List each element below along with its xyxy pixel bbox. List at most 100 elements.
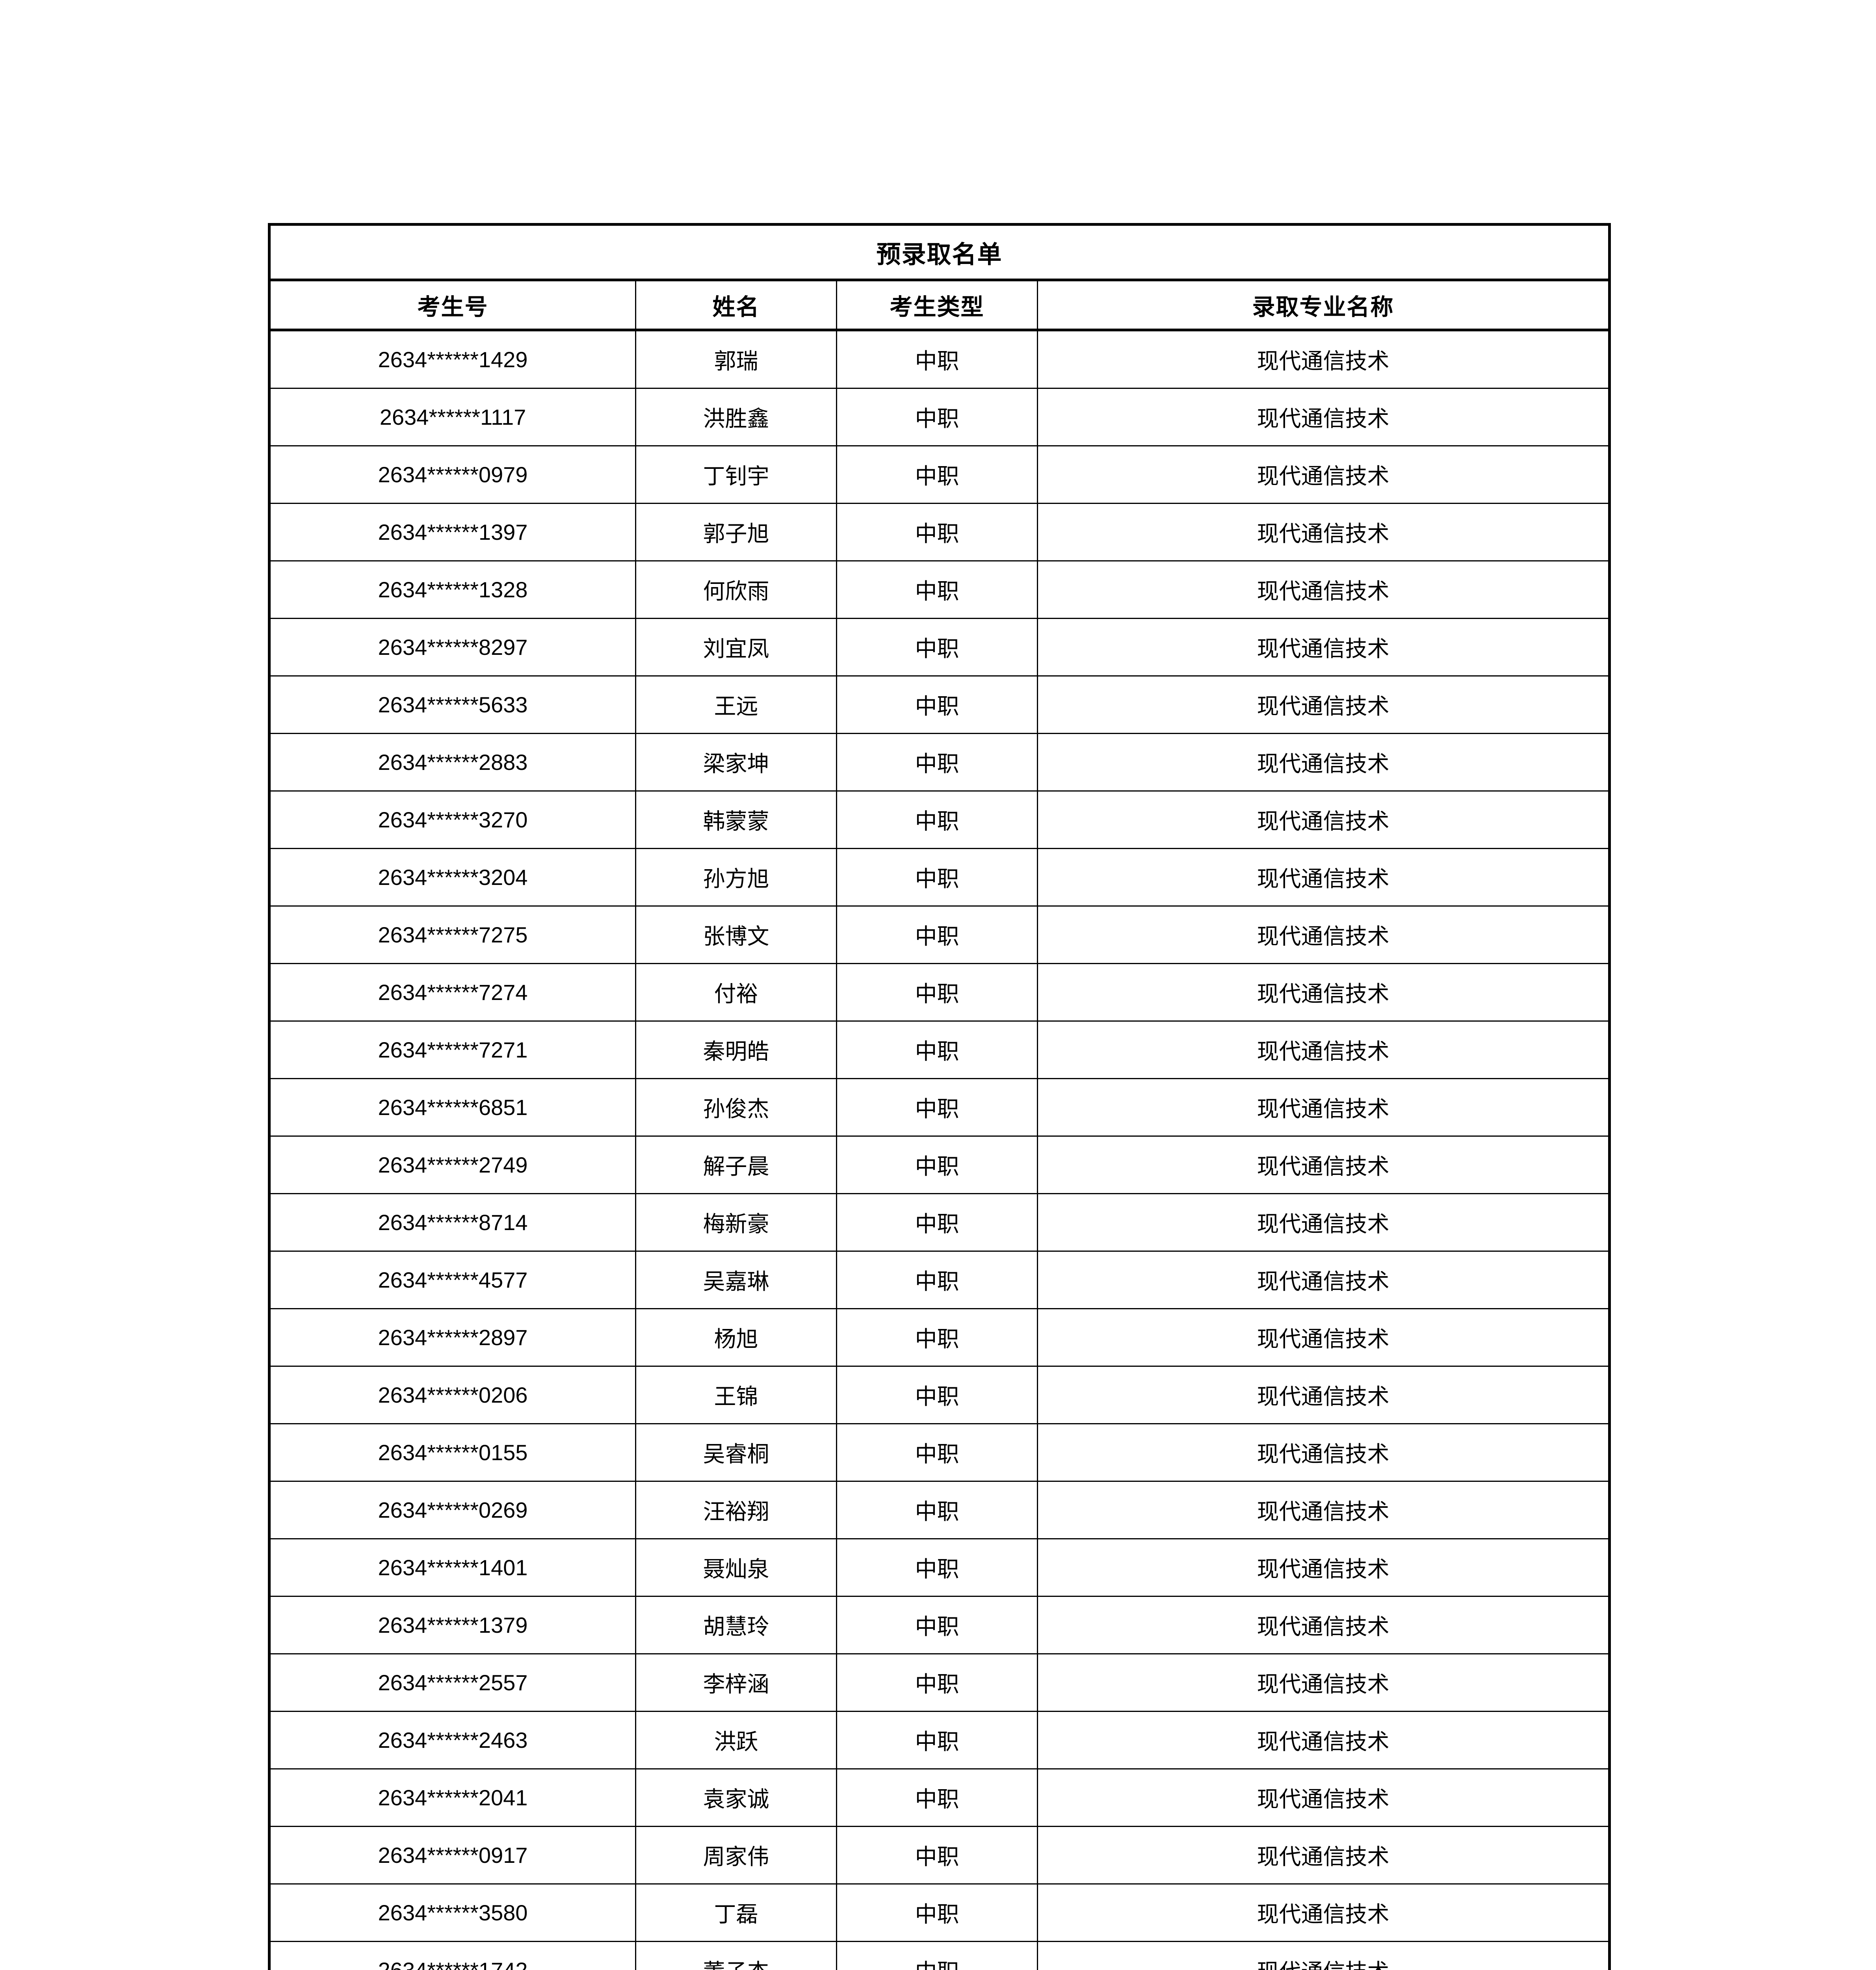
cell-major: 现代通信技术 (1036, 1653, 1610, 1712)
cell-name: 何欣雨 (635, 560, 837, 619)
cell-exam-number: 2634******3580 (269, 1883, 636, 1942)
cell-candidate-type: 中职 (836, 905, 1038, 964)
cell-major: 现代通信技术 (1036, 445, 1610, 504)
cell-major: 现代通信技术 (1036, 1711, 1610, 1769)
cell-name: 韩蒙蒙 (635, 790, 837, 849)
cell-name: 王远 (635, 675, 837, 734)
cell-candidate-type: 中职 (836, 733, 1038, 791)
table-row: 2634******2897 杨旭 中职 现代通信技术 (269, 1308, 1610, 1366)
table-row: 2634******0269 汪裕翔 中职 现代通信技术 (269, 1481, 1610, 1539)
cell-major: 现代通信技术 (1036, 1020, 1610, 1079)
table-title-row: 预录取名单 (269, 223, 1610, 281)
table-row: 2634******2883 梁家坤 中职 现代通信技术 (269, 733, 1610, 791)
table-row: 2634******2749 解子晨 中职 现代通信技术 (269, 1136, 1610, 1194)
cell-candidate-type: 中职 (836, 1711, 1038, 1769)
table-row: 2634******2557 李梓涵 中职 现代通信技术 (269, 1653, 1610, 1712)
cell-name: 胡慧玲 (635, 1596, 837, 1654)
cell-exam-number: 2634******8297 (269, 618, 636, 676)
cell-major: 现代通信技术 (1036, 905, 1610, 964)
column-header-candidate-type: 考生类型 (836, 280, 1038, 331)
cell-exam-number: 2634******8714 (269, 1193, 636, 1251)
cell-exam-number: 2634******1401 (269, 1538, 636, 1596)
cell-exam-number: 2634******7274 (269, 963, 636, 1021)
cell-name: 王锦 (635, 1366, 837, 1424)
cell-candidate-type: 中职 (836, 1251, 1038, 1309)
cell-exam-number: 2634******1429 (269, 329, 636, 388)
cell-candidate-type: 中职 (836, 1366, 1038, 1424)
table-row: 2634******7275 张博文 中职 现代通信技术 (269, 905, 1610, 964)
cell-name: 洪胜鑫 (635, 388, 837, 446)
cell-major: 现代通信技术 (1036, 1308, 1610, 1366)
cell-major: 现代通信技术 (1036, 733, 1610, 791)
table-row: 2634******4577 吴嘉琳 中职 现代通信技术 (269, 1251, 1610, 1309)
cell-candidate-type: 中职 (836, 1826, 1038, 1884)
cell-name: 刘宜凤 (635, 618, 837, 676)
cell-major: 现代通信技术 (1036, 1078, 1610, 1136)
cell-candidate-type: 中职 (836, 790, 1038, 849)
cell-name: 吴嘉琳 (635, 1251, 837, 1309)
table-row: 2634******1397 郭子旭 中职 现代通信技术 (269, 503, 1610, 561)
cell-name: 梅新豪 (635, 1193, 837, 1251)
cell-major: 现代通信技术 (1036, 618, 1610, 676)
cell-major: 现代通信技术 (1036, 963, 1610, 1021)
cell-exam-number: 2634******1397 (269, 503, 636, 561)
cell-candidate-type: 中职 (836, 388, 1038, 446)
cell-major: 现代通信技术 (1036, 1768, 1610, 1827)
cell-exam-number: 2634******1117 (269, 388, 636, 446)
table-row: 2634******8297 刘宜凤 中职 现代通信技术 (269, 618, 1610, 676)
cell-candidate-type: 中职 (836, 1308, 1038, 1366)
cell-name: 李梓涵 (635, 1653, 837, 1712)
cell-major: 现代通信技术 (1036, 388, 1610, 446)
cell-exam-number: 2634******1742 (269, 1941, 636, 1970)
cell-exam-number: 2634******1328 (269, 560, 636, 619)
table-row: 2634******0155 吴睿桐 中职 现代通信技术 (269, 1423, 1610, 1481)
roster-table-container: 预录取名单 考生号 姓名 考生类型 录取专业名称 2634******1429 郭… (268, 223, 1611, 1970)
cell-major: 现代通信技术 (1036, 848, 1610, 906)
table-row: 2634******1379 胡慧玲 中职 现代通信技术 (269, 1596, 1610, 1654)
cell-exam-number: 2634******2557 (269, 1653, 636, 1712)
cell-exam-number: 2634******2883 (269, 733, 636, 791)
cell-major: 现代通信技术 (1036, 1826, 1610, 1884)
cell-candidate-type: 中职 (836, 963, 1038, 1021)
column-header-name: 姓名 (635, 280, 837, 331)
cell-major: 现代通信技术 (1036, 1136, 1610, 1194)
cell-major: 现代通信技术 (1036, 790, 1610, 849)
table-row: 2634******1742董子杰中职现代通信技术 (269, 1941, 1610, 1970)
table-row: 2634******1429 郭瑞 中职 现代通信技术 (269, 329, 1610, 388)
cell-exam-number: 2634******4577 (269, 1251, 636, 1309)
cell-candidate-type: 中职 (836, 1653, 1038, 1712)
cell-exam-number: 2634******0917 (269, 1826, 636, 1884)
cell-name: 孙俊杰 (635, 1078, 837, 1136)
cell-major: 现代通信技术 (1036, 560, 1610, 619)
cell-exam-number: 2634******3204 (269, 848, 636, 906)
column-header-exam-number: 考生号 (269, 280, 636, 331)
cell-name: 汪裕翔 (635, 1481, 837, 1539)
cell-candidate-type: 中职 (836, 1423, 1038, 1481)
table-row: 2634******1117 洪胜鑫 中职 现代通信技术 (269, 388, 1610, 446)
cell-candidate-type: 中职 (836, 1596, 1038, 1654)
table-row: 2634******3580 丁磊 中职 现代通信技术 (269, 1883, 1610, 1942)
cell-name: 洪跃 (635, 1711, 837, 1769)
table-row: 2634******2041 袁家诚 中职 现代通信技术 (269, 1768, 1610, 1827)
cell-exam-number: 2634******0155 (269, 1423, 636, 1481)
cell-name: 杨旭 (635, 1308, 837, 1366)
cell-exam-number: 2634******2749 (269, 1136, 636, 1194)
cell-name: 秦明皓 (635, 1020, 837, 1079)
table-row: 2634******2463 洪跃 中职 现代通信技术 (269, 1711, 1610, 1769)
cell-name: 丁磊 (635, 1883, 837, 1942)
cell-name: 梁家坤 (635, 733, 837, 791)
cell-candidate-type: 中职 (836, 675, 1038, 734)
cell-candidate-type: 中职 (836, 329, 1038, 388)
cell-candidate-type: 中职 (836, 1481, 1038, 1539)
cell-name: 袁家诚 (635, 1768, 837, 1827)
cell-exam-number: 2634******2463 (269, 1711, 636, 1769)
cell-candidate-type: 中职 (836, 1941, 1038, 1970)
cell-name: 郭瑞 (635, 329, 837, 388)
table-row: 2634******3270 韩蒙蒙 中职 现代通信技术 (269, 790, 1610, 849)
table-row: 2634******0917 周家伟 中职 现代通信技术 (269, 1826, 1610, 1884)
cell-exam-number: 2634******0979 (269, 445, 636, 504)
table-row: 2634******5633 王远 中职 现代通信技术 (269, 675, 1610, 734)
table-row: 2634******1328 何欣雨 中职 现代通信技术 (269, 560, 1610, 619)
cell-exam-number: 2634******3270 (269, 790, 636, 849)
cell-candidate-type: 中职 (836, 618, 1038, 676)
